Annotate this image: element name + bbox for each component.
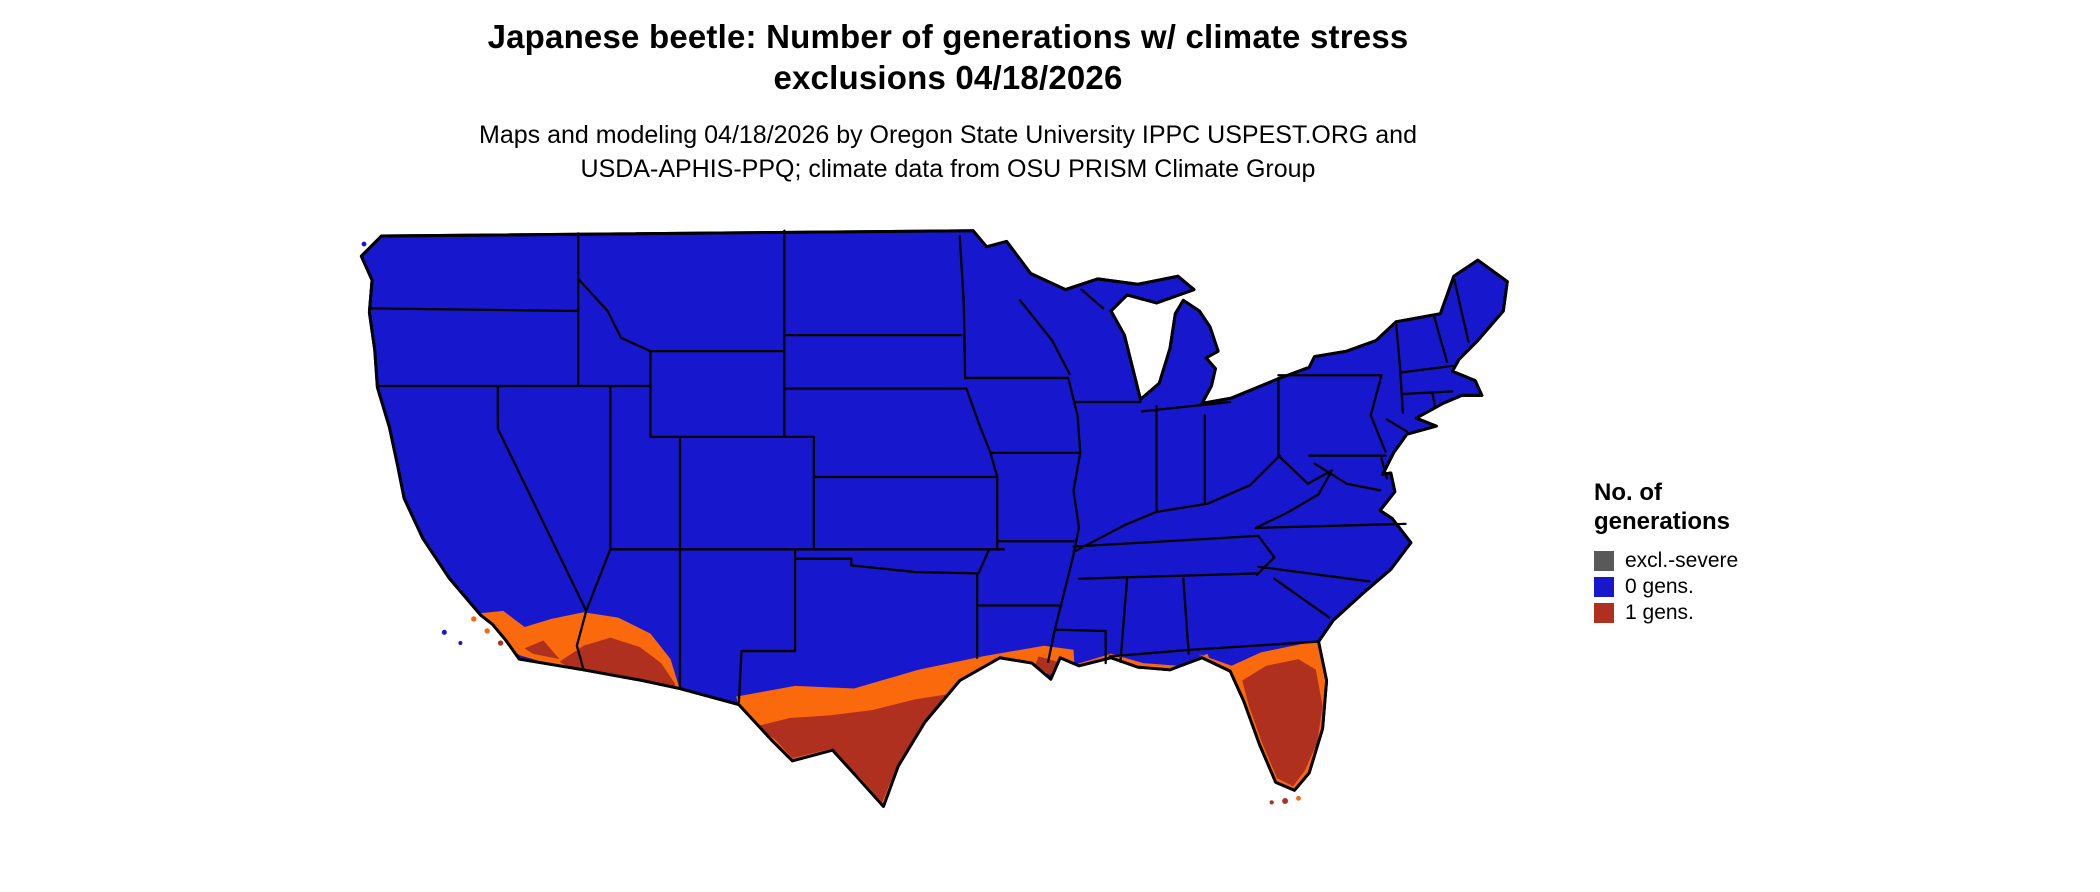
map-subtitle: Maps and modeling 04/18/2026 by Oregon S… (0, 118, 1896, 186)
island-speck (361, 241, 367, 247)
legend-title: No. of generations (1594, 478, 1854, 536)
socal-coast-speck (484, 628, 490, 634)
us-map-container (321, 228, 1553, 884)
legend-label-excl-severe: excl.-severe (1625, 549, 1739, 572)
region-1gen-imperial-valley (524, 640, 560, 660)
excl-severe-color-swatch (1594, 551, 1614, 571)
legend-item-excl-severe: excl.-severe (1594, 548, 1854, 574)
legend-label-1-gens: 1 gens. (1625, 601, 1694, 624)
socal-coast-speck (471, 616, 477, 622)
state-borders (368, 229, 1470, 704)
keys-speck (1296, 795, 1301, 801)
us-outline (359, 229, 1509, 808)
legend-label-0-gens: 0 gens. (1625, 575, 1694, 598)
us-map (359, 229, 1509, 808)
us-land-0-gens (359, 229, 1509, 808)
legend-title-line2: generations (1594, 508, 1731, 535)
island-speck (458, 641, 463, 646)
legend: No. of generations excl.-severe 0 gens. … (1594, 478, 1854, 626)
region-1gen-mississippi-delta (1034, 656, 1058, 676)
legend-title-line1: No. of (1594, 479, 1662, 506)
island-speck (441, 629, 447, 635)
legend-item-1-gens: 1 gens. (1594, 600, 1854, 626)
one-gens-color-swatch (1594, 603, 1614, 623)
map-subtitle-line1: Maps and modeling 04/18/2026 by Oregon S… (479, 121, 1417, 149)
map-title: Japanese beetle: Number of generations w… (0, 16, 1896, 98)
region-1gen-arizona (559, 637, 678, 693)
legend-item-0-gens: 0 gens. (1594, 574, 1854, 600)
zero-gens-color-swatch (1594, 577, 1614, 597)
map-subtitle-line2: USDA-APHIS-PPQ; climate data from OSU PR… (580, 155, 1316, 183)
keys-speck (1269, 800, 1274, 805)
region-1gen-florida (1242, 659, 1323, 787)
keys-speck (1282, 798, 1289, 804)
map-title-line1: Japanese beetle: Number of generations w… (487, 18, 1409, 55)
region-1gen-south-texas (757, 693, 951, 803)
map-title-line2: exclusions 04/18/2026 (773, 59, 1123, 96)
socal-coast-speck (497, 640, 504, 646)
